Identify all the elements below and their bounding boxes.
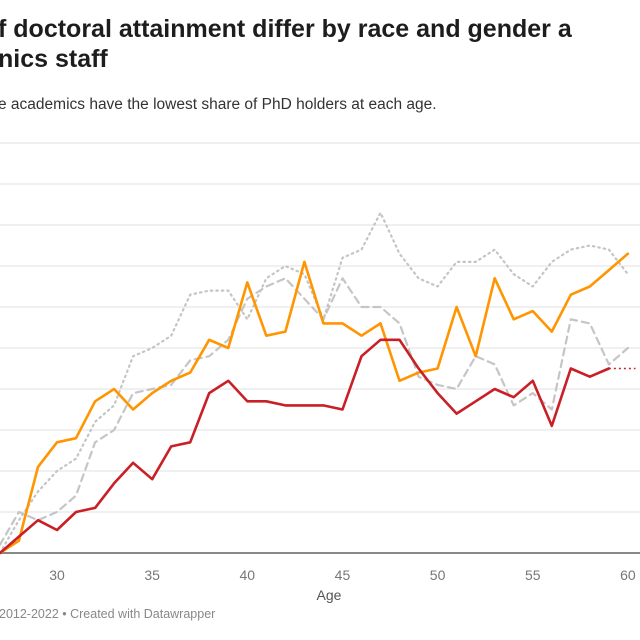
chart-title-line2: nics staff — [0, 45, 108, 73]
x-tick-label: 45 — [335, 567, 351, 583]
series-line-1 — [0, 277, 630, 546]
series-line-2 — [0, 252, 630, 555]
x-tick-label: 35 — [144, 567, 160, 583]
x-axis-label: Age — [317, 587, 342, 603]
chart-title: f doctoral attainment differ by race and… — [0, 14, 572, 74]
x-tick-label: 50 — [430, 567, 446, 583]
chart-subtitle: e academics have the lowest share of PhD… — [0, 96, 437, 113]
series-line-3 — [0, 338, 611, 555]
x-tick-label: 60 — [620, 567, 636, 583]
x-tick-label: 30 — [49, 567, 65, 583]
x-tick-label: 55 — [525, 567, 541, 583]
chart-footer: 2012-2022 • Created with Datawrapper — [0, 607, 216, 621]
chart-title-line1: f doctoral attainment differ by race and… — [0, 15, 572, 43]
x-tick-label: 40 — [240, 567, 256, 583]
